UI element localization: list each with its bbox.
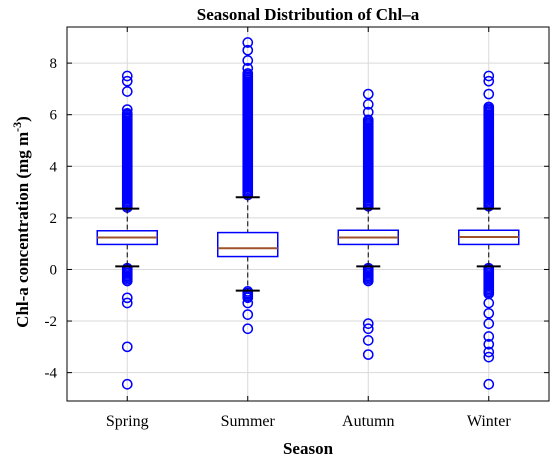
- box-plots: [96, 37, 520, 390]
- outlier-point: [242, 44, 254, 56]
- outlier-point: [483, 297, 495, 309]
- y-tick-label: 0: [50, 262, 58, 278]
- outlier-point: [121, 297, 133, 309]
- y-tick-label: 8: [50, 56, 58, 72]
- outlier-point: [362, 323, 374, 335]
- y-tick-label: 2: [50, 211, 58, 227]
- outlier-point: [121, 104, 133, 115]
- outlier-point: [362, 106, 374, 118]
- outlier-point: [483, 75, 495, 87]
- outlier-point: [242, 323, 254, 335]
- outlier-point: [242, 37, 254, 48]
- outlier-band-low-point: [362, 275, 374, 287]
- outlier-point: [242, 297, 254, 309]
- outlier-point: [483, 70, 495, 82]
- outlier-point: [362, 318, 374, 329]
- outlier-point: [121, 70, 133, 82]
- outlier-point: [242, 55, 254, 66]
- outlier-point: [362, 99, 374, 110]
- outlier-point: [121, 378, 133, 390]
- outlier-point: [242, 62, 254, 74]
- outlier-point: [121, 108, 133, 119]
- outlier-point: [242, 309, 254, 320]
- outlier-point: [121, 75, 133, 87]
- x-tick-label-autumn: Autumn: [342, 413, 394, 430]
- chart-title: Seasonal Distribution of Chl–a: [197, 5, 420, 24]
- outlier-point: [362, 88, 374, 100]
- outlier-point: [121, 86, 133, 97]
- outlier-point: [362, 335, 374, 346]
- y-axis-label-main: Chl-a concentration (mg m: [13, 132, 32, 328]
- y-tick-label: 4: [50, 159, 58, 175]
- boxplot-summer: [217, 37, 279, 335]
- x-tick-label-winter: Winter: [467, 413, 511, 430]
- outlier-point: [121, 341, 133, 353]
- y-axis-label-close: ): [13, 116, 32, 122]
- plot-frame: [66, 26, 550, 402]
- outlier-point: [483, 378, 495, 390]
- outlier-point: [362, 349, 374, 360]
- boxplot-winter: [458, 70, 520, 390]
- outlier-point: [483, 351, 495, 363]
- outlier-point: [483, 346, 495, 358]
- y-axis-label-superscript: -3: [10, 122, 24, 132]
- boxplot-spring: [96, 70, 158, 390]
- y-tick-label: -2: [45, 314, 58, 330]
- outlier-point: [483, 307, 495, 319]
- x-tick-label-summer: Summer: [221, 413, 276, 430]
- outlier-band-low-point: [121, 275, 133, 287]
- outlier-point: [121, 292, 133, 304]
- outlier-point: [483, 318, 495, 329]
- x-tick-label-spring: Spring: [106, 413, 149, 430]
- outlier-point: [483, 331, 495, 342]
- outlier-band-low-point: [242, 292, 254, 304]
- iqr-box: [217, 231, 279, 258]
- y-axis-label: Chl-a concentration (mg m-3): [10, 116, 32, 328]
- y-tick-label: -4: [45, 366, 58, 382]
- grid-lines: [67, 27, 549, 401]
- outlier-point: [483, 338, 495, 350]
- y-tick-label: 6: [50, 108, 58, 124]
- x-axis-label: Season: [283, 439, 334, 458]
- boxplot-autumn: [337, 88, 399, 360]
- axis-ticks: -4 -2 0 2 4 6 8 Spring Summer Autumn Winter: [45, 27, 549, 430]
- outlier-point: [483, 88, 495, 100]
